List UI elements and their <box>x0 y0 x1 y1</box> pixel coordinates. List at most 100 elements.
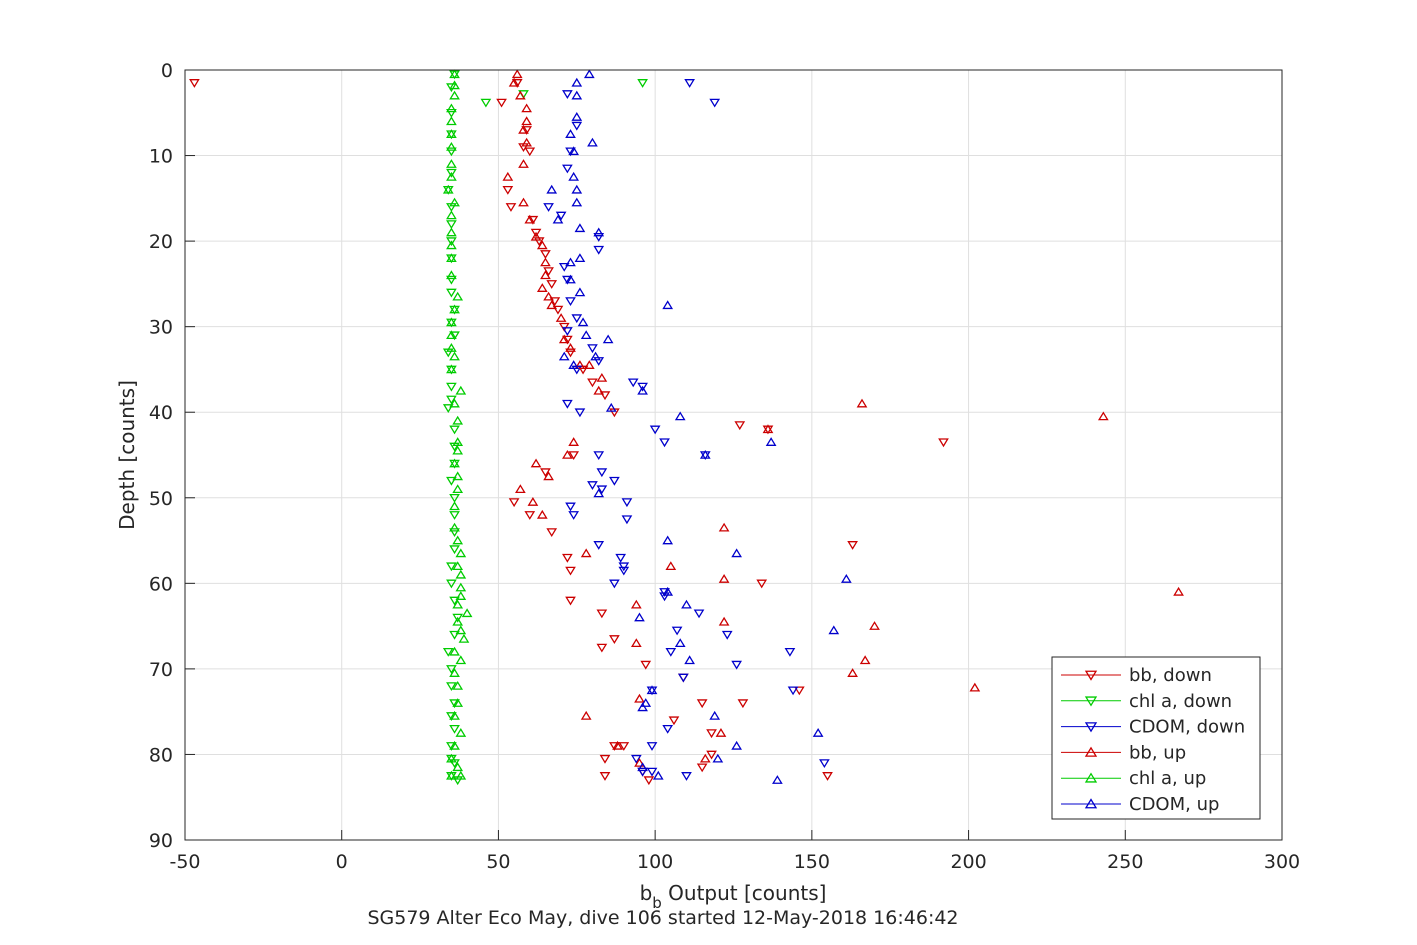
data-point <box>446 129 457 138</box>
data-point <box>449 304 460 314</box>
data-point <box>706 729 717 739</box>
data-point <box>524 511 536 520</box>
data-point <box>505 203 517 212</box>
data-point <box>571 197 583 207</box>
data-point <box>593 227 605 237</box>
series-2 <box>543 79 830 781</box>
data-point <box>449 351 460 361</box>
data-point <box>819 759 830 769</box>
data-point <box>562 275 573 285</box>
data-point <box>446 742 457 751</box>
data-point <box>455 548 467 558</box>
data-point <box>524 214 536 224</box>
data-point <box>721 630 733 640</box>
data-point <box>593 541 605 550</box>
data-point <box>671 626 683 636</box>
data-point <box>446 343 457 352</box>
legend-label: bb, down <box>1129 665 1212 686</box>
data-point <box>540 250 551 259</box>
data-point <box>521 126 532 135</box>
plot-frame <box>184 69 1283 841</box>
data-point <box>461 608 473 618</box>
legend-label: CDOM, down <box>1129 717 1245 738</box>
data-point <box>737 699 749 709</box>
data-point <box>449 710 460 720</box>
legend-marker <box>1084 670 1098 681</box>
data-point <box>718 574 730 583</box>
data-point <box>630 599 642 609</box>
data-point <box>593 488 605 498</box>
data-point <box>530 458 542 468</box>
data-point <box>546 280 558 289</box>
data-point <box>518 159 529 168</box>
data-point <box>668 716 680 726</box>
data-point <box>840 574 852 583</box>
data-point <box>543 203 554 212</box>
data-point <box>446 395 457 405</box>
x-tick-label: -50 <box>169 851 200 873</box>
data-point <box>521 137 532 147</box>
data-point <box>562 399 573 409</box>
data-point <box>558 262 570 272</box>
data-point <box>452 471 464 481</box>
data-point <box>455 655 467 665</box>
x-tick-label: 150 <box>794 851 830 873</box>
data-point <box>565 297 576 307</box>
data-point <box>446 83 457 93</box>
data-point <box>565 502 576 512</box>
data-point <box>793 686 805 696</box>
data-point <box>756 579 768 589</box>
y-tick-label: 50 <box>149 488 173 510</box>
data-point <box>599 391 611 401</box>
data-point <box>630 638 642 648</box>
data-point <box>455 591 467 600</box>
data-point <box>449 398 460 408</box>
data-point <box>446 237 457 247</box>
data-point <box>508 498 520 508</box>
data-point <box>587 481 598 490</box>
data-point <box>536 240 548 250</box>
data-point <box>449 630 460 640</box>
y-tick-label: 10 <box>149 146 173 168</box>
data-point <box>546 184 558 194</box>
data-point <box>574 360 586 369</box>
data-point <box>449 528 460 538</box>
data-point <box>562 335 573 345</box>
x-axis-label-subscript: b <box>652 894 662 912</box>
data-point <box>580 710 592 720</box>
legend-label: CDOM, up <box>1129 794 1219 815</box>
data-point <box>593 451 605 461</box>
data-point <box>662 300 674 310</box>
data-point <box>455 625 467 635</box>
data-point <box>615 553 627 563</box>
legend-box <box>1051 656 1261 820</box>
data-point <box>446 562 457 572</box>
legend-marker <box>1084 746 1098 757</box>
data-point <box>649 425 661 435</box>
data-point <box>446 712 457 721</box>
data-point <box>446 227 457 237</box>
data-point <box>571 112 583 121</box>
data-point <box>568 437 580 446</box>
data-point <box>715 728 727 737</box>
data-point <box>546 300 558 310</box>
data-point <box>540 468 551 478</box>
data-point <box>596 609 608 619</box>
data-point <box>565 257 576 267</box>
data-point <box>637 382 648 392</box>
data-point <box>549 297 561 307</box>
data-point <box>784 647 796 657</box>
data-point <box>637 79 648 88</box>
data-point <box>449 90 460 100</box>
data-point <box>518 124 529 134</box>
x-tick-label: 200 <box>950 851 986 873</box>
data-point <box>580 330 592 340</box>
data-point <box>446 270 457 280</box>
series-0 <box>189 79 949 786</box>
data-point <box>969 682 981 692</box>
data-point <box>546 528 558 538</box>
data-point <box>449 425 460 435</box>
y-tick-label: 0 <box>161 60 173 82</box>
data-point <box>674 411 686 421</box>
series-3 <box>502 69 1184 767</box>
